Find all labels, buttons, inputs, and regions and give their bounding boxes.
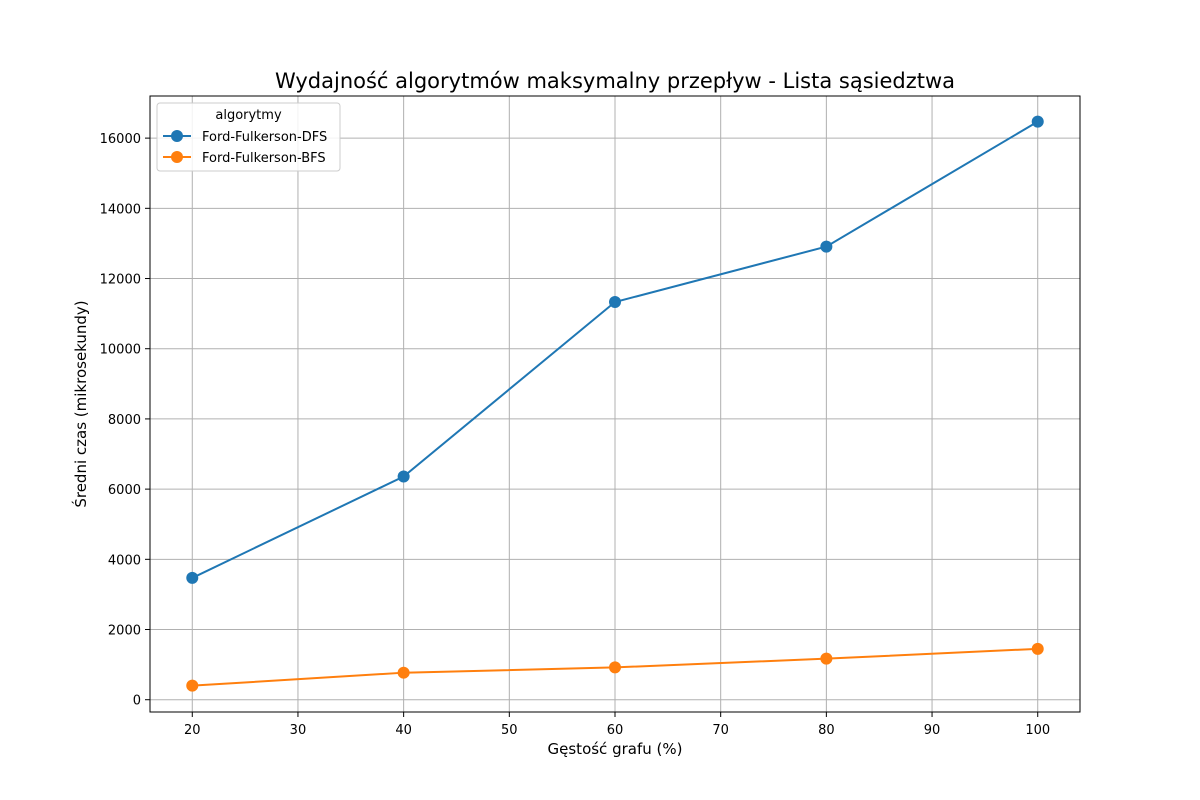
series-ford-fulkerson-bfs — [186, 642, 1044, 692]
x-tick-label: 40 — [395, 723, 412, 738]
y-axis-label: Średni czas (mikrosekundy) — [71, 300, 90, 507]
data-point — [820, 240, 833, 253]
x-tick-label: 30 — [290, 723, 307, 738]
y-tick-label: 4000 — [108, 553, 141, 568]
x-tick-label: 60 — [607, 723, 624, 738]
y-tick-label: 0 — [133, 694, 141, 709]
data-point — [820, 652, 833, 665]
y-tick-label: 10000 — [100, 343, 141, 358]
legend-marker — [171, 151, 183, 163]
x-tick-label: 80 — [818, 723, 835, 738]
x-tick-label: 100 — [1025, 723, 1050, 738]
legend-marker — [171, 130, 183, 142]
x-tick-label: 70 — [712, 723, 729, 738]
data-point — [609, 296, 621, 309]
data-point — [186, 679, 199, 692]
x-tick-label: 50 — [501, 723, 518, 738]
legend-title: algorytmy — [215, 108, 282, 123]
x-axis-label: Gęstość grafu (%) — [548, 740, 683, 758]
legend-label: Ford-Fulkerson-DFS — [202, 130, 327, 145]
legend-label: Ford-Fulkerson-BFS — [202, 151, 326, 166]
y-tick-label: 2000 — [108, 624, 141, 639]
data-point — [609, 661, 621, 674]
x-axis: 20 30 40 50 60 70 80 90 100 — [184, 712, 1050, 738]
x-tick-label: 90 — [924, 723, 941, 738]
y-tick-label: 12000 — [100, 273, 141, 288]
data-point — [1031, 642, 1044, 655]
y-tick-label: 6000 — [108, 483, 141, 498]
legend: algorytmy Ford-Fulkerson-DFS Ford-Fulkerso… — [156, 102, 341, 172]
data-point — [1031, 115, 1044, 128]
legend-box — [156, 102, 341, 172]
grid-lines — [150, 96, 1080, 712]
data-point — [186, 571, 199, 584]
x-tick-label: 20 — [184, 723, 201, 738]
y-tick-label: 16000 — [100, 132, 141, 147]
legend-item: Ford-Fulkerson-DFS — [163, 130, 327, 145]
legend-item: Ford-Fulkerson-BFS — [163, 151, 326, 166]
series-ford-fulkerson-dfs — [186, 115, 1044, 584]
chart-title: Wydajność algorytmów maksymalny przepływ… — [275, 69, 955, 93]
y-axis: 0 2000 4000 6000 8000 10000 12000 14000 16000 — [100, 132, 150, 709]
data-point — [397, 470, 410, 483]
data-point — [397, 666, 410, 679]
series-layer — [186, 115, 1044, 692]
y-tick-label: 14000 — [100, 202, 141, 217]
y-tick-label: 8000 — [108, 413, 141, 428]
